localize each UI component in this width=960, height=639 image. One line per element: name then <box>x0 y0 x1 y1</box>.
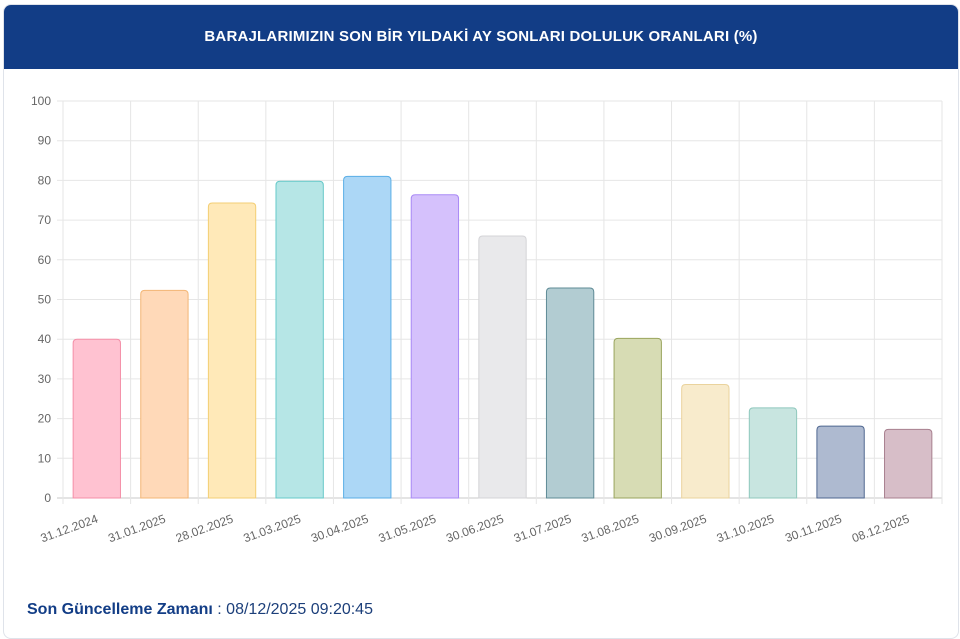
x-tick-label: 31.08.2025 <box>580 512 642 546</box>
bar <box>207 202 257 499</box>
y-tick-label: 50 <box>38 293 52 307</box>
bar <box>72 338 121 499</box>
x-tick-label: 28.02.2025 <box>174 512 236 546</box>
y-tick-label: 0 <box>44 491 51 505</box>
x-tick-label: 30.06.2025 <box>444 512 506 546</box>
y-tick-label: 70 <box>38 213 52 227</box>
bar <box>816 425 865 499</box>
y-tick-label: 90 <box>38 134 52 148</box>
x-tick-label: 31.07.2025 <box>512 512 574 546</box>
y-tick-label: 40 <box>38 332 52 346</box>
bar <box>343 175 392 499</box>
bar <box>681 383 730 499</box>
last-update: Son Güncelleme Zamanı : 08/12/2025 09:20… <box>27 601 373 619</box>
y-tick-label: 60 <box>38 253 52 267</box>
bar <box>884 428 933 499</box>
bar <box>478 235 527 499</box>
x-tick-label: 30.04.2025 <box>309 512 371 546</box>
bar-chart: 0 10 20 30 40 50 60 70 80 90 100 31.12.2024 31.01.20… <box>31 94 943 546</box>
last-update-separator: : <box>212 601 227 618</box>
x-tick-label: 31.03.2025 <box>241 512 303 546</box>
last-update-value: 08/12/2025 09:20:45 <box>226 601 373 618</box>
x-tick-label: 31.10.2025 <box>715 512 777 546</box>
y-tick-label: 20 <box>38 412 52 426</box>
bar <box>748 407 798 499</box>
bar <box>613 337 662 499</box>
y-tick-label: 30 <box>38 372 52 386</box>
x-tick-label: 30.11.2025 <box>783 512 844 546</box>
bar <box>275 180 324 499</box>
y-tick-label: 80 <box>38 173 52 187</box>
bar <box>140 289 189 499</box>
y-tick-label: 10 <box>38 451 52 465</box>
bar <box>545 287 595 499</box>
chart-title: BARAJLARIMIZIN SON BİR YILDAKİ AY SONLAR… <box>4 5 958 69</box>
bar <box>410 194 460 499</box>
last-update-label: Son Güncelleme Zamanı <box>27 601 213 618</box>
x-tick-label: 31.05.2025 <box>377 512 439 546</box>
x-tick-label: 08.12.2025 <box>850 512 912 546</box>
y-tick-label: 100 <box>31 94 51 108</box>
x-tick-label: 31.01.2025 <box>106 512 168 546</box>
x-tick-label: 31.12.2024 <box>39 512 101 546</box>
x-tick-label: 30.09.2025 <box>647 512 709 546</box>
chart-panel: BARAJLARIMIZIN SON BİR YILDAKİ AY SONLAR… <box>3 4 959 639</box>
